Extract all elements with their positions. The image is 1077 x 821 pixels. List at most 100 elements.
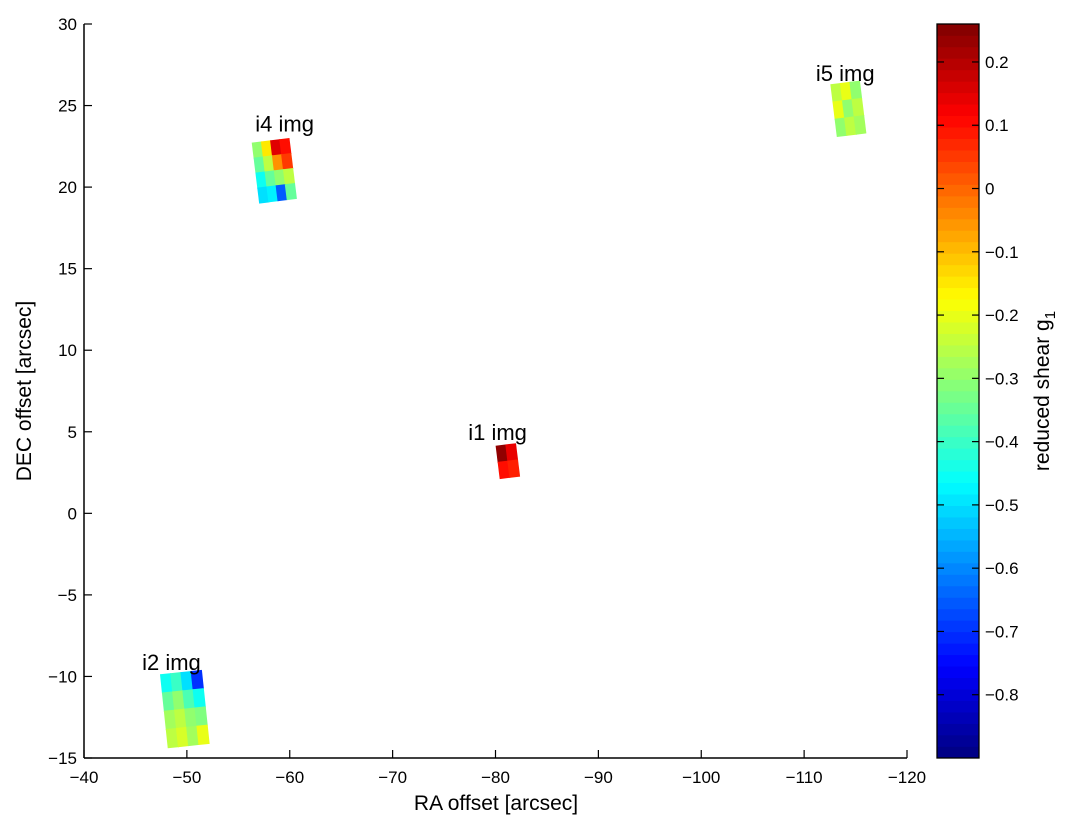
colorbar-band xyxy=(937,620,979,633)
patch-cell xyxy=(170,672,184,693)
colorbar-band xyxy=(937,402,979,415)
colorbar-band xyxy=(937,115,979,128)
colorbar-band xyxy=(937,103,979,117)
x-tick-label: −110 xyxy=(786,768,823,787)
colorbar-frame xyxy=(936,23,980,759)
colorbar-band xyxy=(937,138,979,151)
patch-cell xyxy=(830,82,844,103)
colorbar-tick-label: −0.6 xyxy=(985,559,1019,578)
shear-patch-i1 xyxy=(495,443,521,480)
colorbar-band xyxy=(937,585,979,598)
colorbar-band xyxy=(937,184,979,197)
colorbar-band xyxy=(937,505,979,518)
patch-cell xyxy=(832,100,846,120)
x-tick-label: −40 xyxy=(70,768,99,787)
shear-patch-i5 xyxy=(830,80,867,138)
colorbar-band xyxy=(937,195,979,208)
patch-cell xyxy=(507,459,521,478)
colorbar-band xyxy=(937,126,979,139)
colorbar-band xyxy=(937,356,979,369)
colorbar-band xyxy=(937,390,979,403)
colorbar-band xyxy=(937,69,979,82)
patch-cell xyxy=(262,155,275,173)
shear-patches xyxy=(159,80,867,749)
x-tick-label: −90 xyxy=(584,768,613,787)
patch-cell xyxy=(251,141,264,159)
x-tick-label: −80 xyxy=(481,768,510,787)
patch-cell xyxy=(284,182,297,201)
colorbar-band xyxy=(937,631,979,644)
colorbar-label: reduced shear g1 xyxy=(1031,311,1059,471)
patch-labels: i4 img i5 img i1 img i2 img xyxy=(142,61,875,675)
patch-cell xyxy=(196,724,210,746)
colorbar-band xyxy=(937,459,979,472)
y-tick-label: 20 xyxy=(58,178,77,197)
colorbar-band xyxy=(937,241,979,254)
shear-patch-i4 xyxy=(251,138,297,204)
colorbar-tick-label: −0.5 xyxy=(985,496,1019,515)
patch-cell xyxy=(844,116,857,136)
colorbar-band xyxy=(937,734,979,747)
patch-cell xyxy=(839,81,853,102)
patch-label: i4 img xyxy=(255,112,314,137)
x-axis-label: RA offset [arcsec] xyxy=(414,792,578,815)
patch-cell xyxy=(253,156,266,174)
colorbar-band xyxy=(937,608,979,621)
colorbar-band xyxy=(937,230,979,243)
colorbar-band xyxy=(937,493,979,506)
colorbar-band xyxy=(937,23,979,36)
colorbar-band xyxy=(937,321,979,334)
patch-cell xyxy=(270,139,283,157)
patch-cell xyxy=(163,709,178,731)
colorbar-tick-label: −0.2 xyxy=(985,306,1019,325)
colorbar-band xyxy=(937,482,979,495)
colorbar-band xyxy=(937,264,979,277)
patch-cell xyxy=(834,117,848,138)
colorbar-band xyxy=(937,253,979,266)
colorbar-band xyxy=(937,218,979,231)
colorbar-band xyxy=(937,367,979,380)
patch-cell xyxy=(849,80,863,101)
patch-cell xyxy=(182,689,196,710)
y-tick-label: 0 xyxy=(68,504,77,523)
colorbar-band xyxy=(937,551,979,564)
x-tick-label: −100 xyxy=(682,768,720,787)
colorbar-tick-label: 0.1 xyxy=(985,116,1009,135)
colorbar-tick-label: −0.1 xyxy=(985,243,1019,262)
y-tick-label: −5 xyxy=(58,586,77,605)
colorbar-band xyxy=(937,574,979,587)
colorbar-band xyxy=(937,161,979,174)
patch-cell xyxy=(505,443,519,462)
patch-cell xyxy=(174,708,188,729)
x-tick-label: −60 xyxy=(275,768,304,787)
colorbar-label-main: reduced shear g xyxy=(1031,319,1054,471)
colorbar-band xyxy=(937,298,979,312)
patch-cell xyxy=(161,691,176,712)
patch-cell xyxy=(273,169,286,187)
colorbar-tick-label: −0.4 xyxy=(985,433,1019,452)
y-tick-label: 5 xyxy=(68,423,77,442)
patch-cell xyxy=(184,707,198,728)
axis-ticks: −40 −50 −60 −70 −80 −90 −100 −110 −1203025201510… xyxy=(48,15,926,787)
patch-cell xyxy=(497,460,511,480)
colorbar-band xyxy=(937,700,979,713)
colorbar-band xyxy=(937,436,979,449)
colorbar-band xyxy=(937,688,979,701)
y-tick-label: 25 xyxy=(58,97,77,116)
patch-cell xyxy=(853,115,867,135)
y-axis-label: DEC offset [arcsec] xyxy=(13,301,36,482)
colorbar-band xyxy=(937,425,979,438)
patch-label: i1 img xyxy=(468,420,527,445)
colorbar-tick-label: −0.3 xyxy=(985,369,1019,388)
y-tick-label: 10 xyxy=(58,341,77,360)
patch-cell xyxy=(260,140,274,158)
shear-patch-i2 xyxy=(159,669,210,749)
patch-cell xyxy=(165,727,179,749)
colorbar-band xyxy=(937,207,979,220)
colorbar-band xyxy=(937,379,979,392)
colorbar-band xyxy=(937,665,979,679)
colorbar-tick-label: −0.7 xyxy=(985,622,1019,641)
patch-cell xyxy=(180,670,194,692)
patch-cell xyxy=(264,170,277,188)
